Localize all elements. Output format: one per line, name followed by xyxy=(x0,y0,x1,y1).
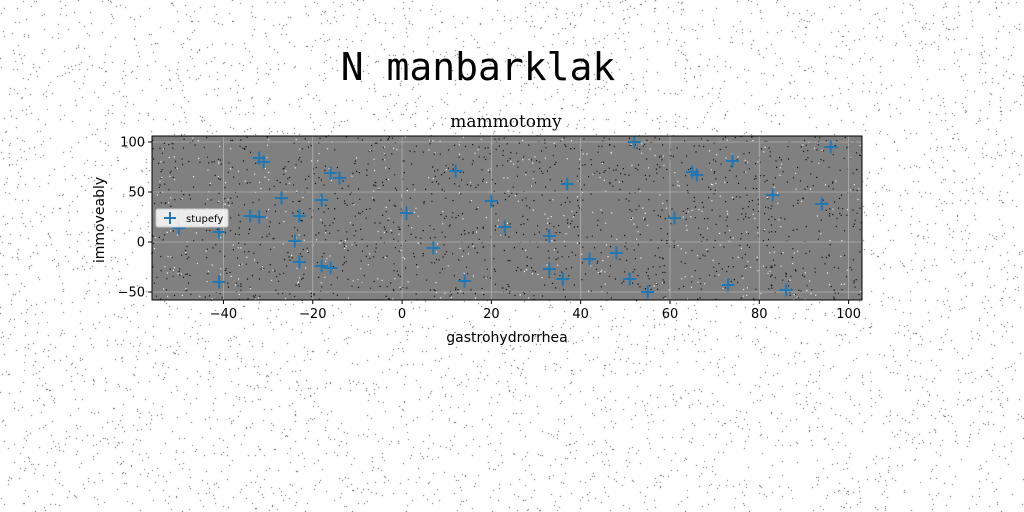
data-point xyxy=(623,272,637,286)
plot-area xyxy=(152,136,862,300)
data-point xyxy=(560,177,574,191)
data-point xyxy=(333,171,347,185)
legend-entry-stupefy: stupefy xyxy=(186,214,223,225)
data-point xyxy=(627,135,641,149)
data-point xyxy=(824,140,838,154)
legend-box xyxy=(155,208,229,228)
scatter-points xyxy=(172,135,838,299)
chart-title: mammotomy xyxy=(450,112,562,132)
data-point xyxy=(458,274,472,288)
grid-lines xyxy=(152,136,862,300)
y-tick-label: 50 xyxy=(128,186,145,201)
data-point xyxy=(721,278,735,292)
x-tick-label: 40 xyxy=(572,307,589,322)
y-tick-label: 0 xyxy=(137,236,145,251)
data-point xyxy=(779,283,793,297)
data-point xyxy=(484,194,498,208)
data-point xyxy=(766,188,780,202)
x-tick-label: −20 xyxy=(299,307,326,322)
y-axis-ticks: −50 0 50 100 xyxy=(118,136,152,301)
x-tick-label: 80 xyxy=(751,307,768,322)
data-point xyxy=(667,211,681,225)
data-point xyxy=(542,229,556,243)
data-point xyxy=(542,262,556,276)
data-point xyxy=(498,220,512,234)
x-axis-label: gastrohydrorrhea xyxy=(446,330,567,346)
data-point xyxy=(292,255,306,269)
data-point xyxy=(324,166,338,180)
data-point xyxy=(252,210,266,224)
data-point xyxy=(815,197,829,211)
data-point xyxy=(449,164,463,178)
data-point xyxy=(324,261,338,275)
legend-marker xyxy=(164,212,176,224)
data-point xyxy=(257,155,271,169)
data-point xyxy=(315,193,329,207)
data-point xyxy=(315,259,329,273)
data-point xyxy=(583,252,597,266)
data-point xyxy=(400,206,414,220)
data-point xyxy=(726,154,740,168)
y-tick-label: −50 xyxy=(118,286,145,301)
y-tick-label: 100 xyxy=(120,136,145,151)
data-point xyxy=(641,285,655,299)
data-point xyxy=(690,168,704,182)
x-tick-label: −40 xyxy=(210,307,237,322)
x-tick-label: 20 xyxy=(483,307,500,322)
data-point xyxy=(426,241,440,255)
data-point xyxy=(212,225,226,239)
x-tick-label: 0 xyxy=(398,307,406,322)
x-tick-label: 100 xyxy=(836,307,861,322)
figure-suptitle: N manbarklak xyxy=(341,45,616,89)
data-point xyxy=(212,275,226,289)
y-axis-label: immoveably xyxy=(92,177,108,263)
data-point xyxy=(288,234,302,248)
plot-frame xyxy=(151,135,863,301)
data-point xyxy=(556,272,570,286)
data-point xyxy=(609,246,623,260)
legend: stupefy xyxy=(155,208,229,228)
x-axis-ticks: −40 −20 0 20 40 60 80 100 xyxy=(210,300,861,322)
data-point xyxy=(292,209,306,223)
data-point xyxy=(274,191,288,205)
x-tick-label: 60 xyxy=(662,307,679,322)
